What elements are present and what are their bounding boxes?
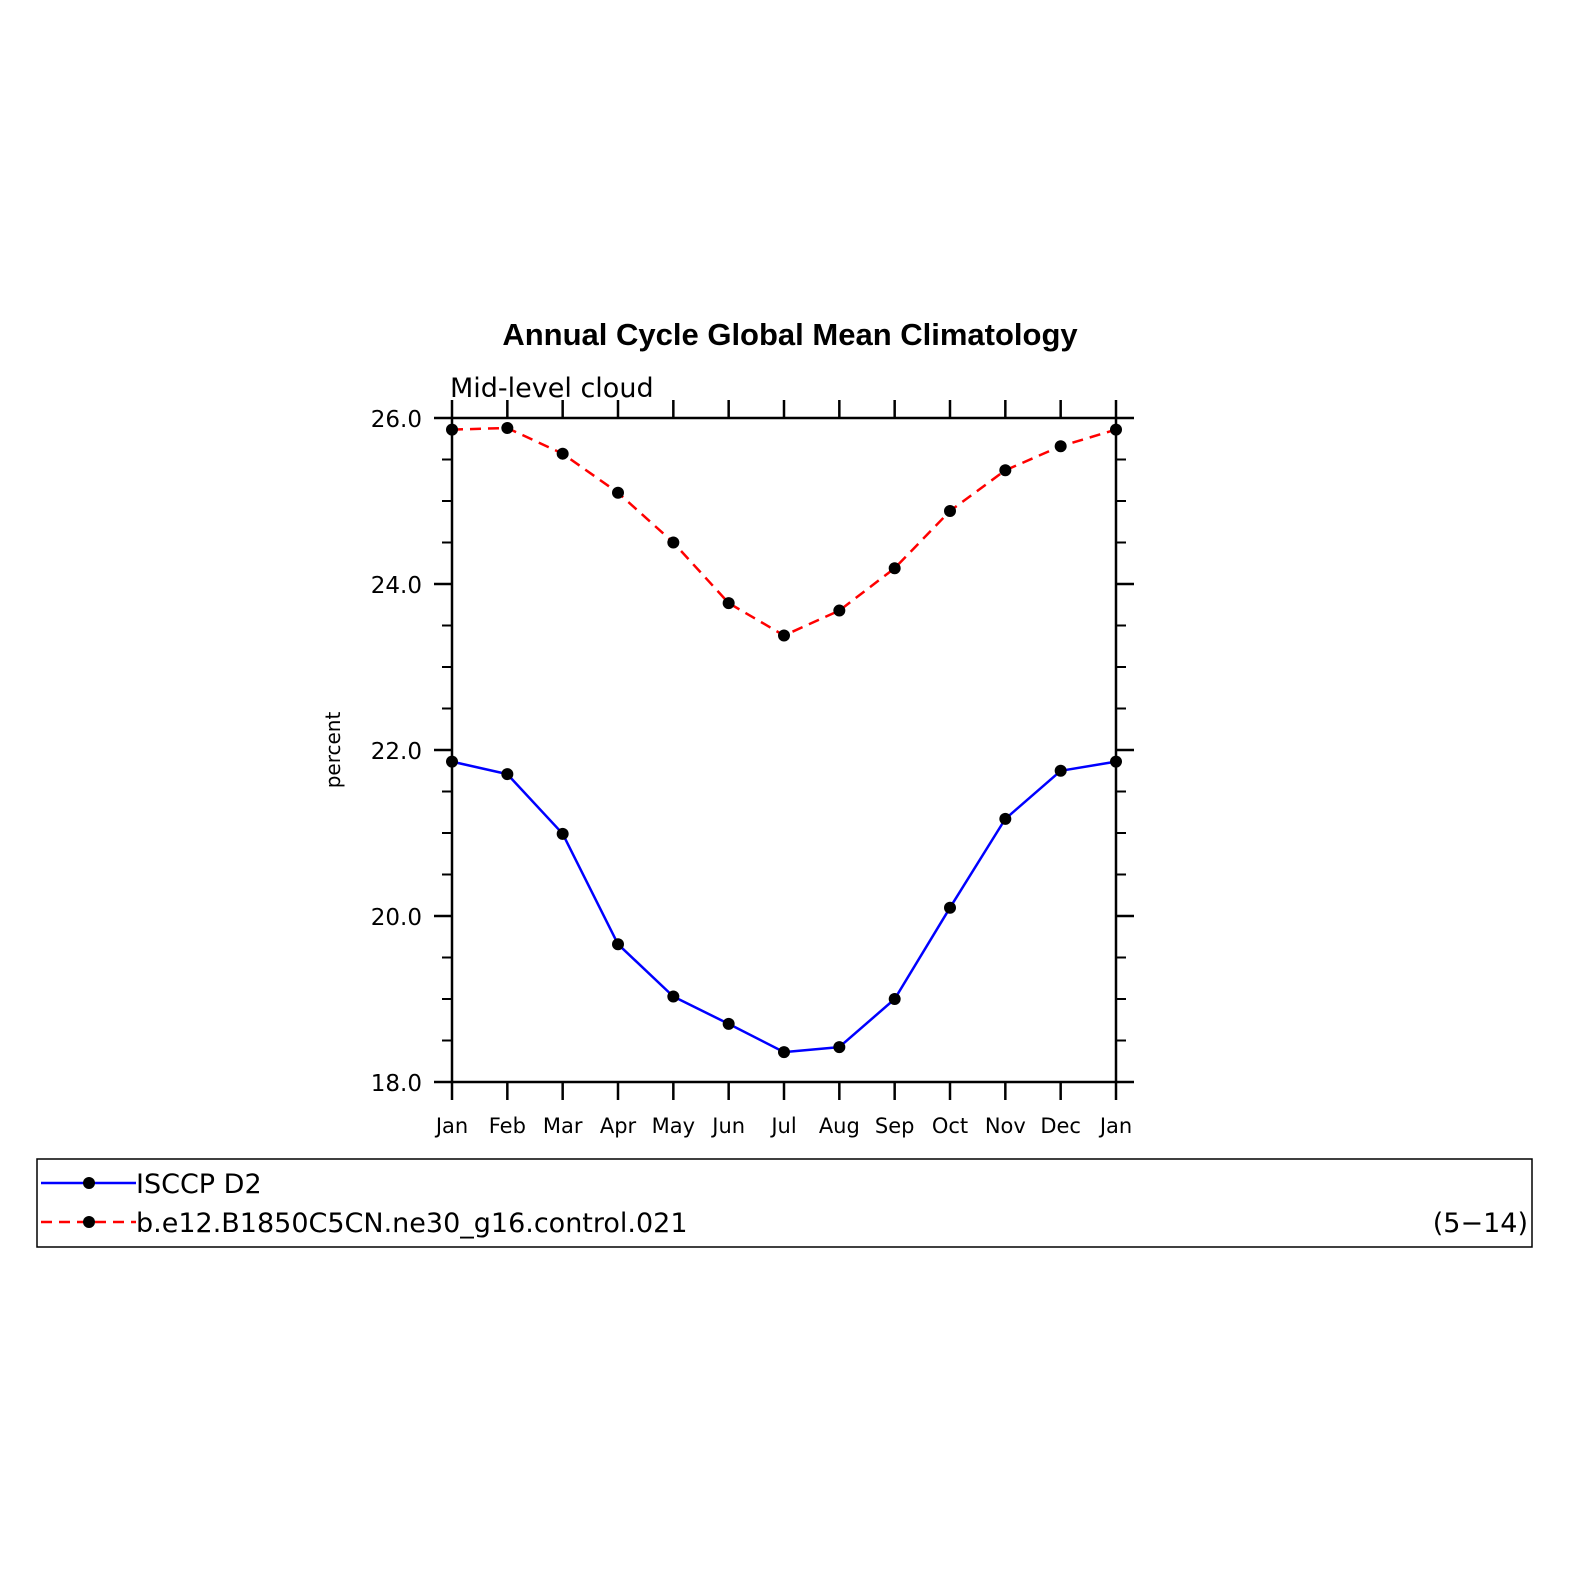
series-1-point: [833, 1041, 846, 1054]
legend-label-2: b.e12.B1850C5CN.ne30_g16.control.021: [136, 1208, 688, 1239]
series-1-point: [446, 755, 458, 768]
series-2-point: [1054, 440, 1067, 453]
x-tick-label: May: [652, 1114, 695, 1138]
series-2-point: [446, 423, 458, 436]
series-1-point: [612, 938, 624, 951]
series-1-point: [667, 990, 680, 1003]
series-1-point: [778, 1046, 790, 1059]
series-2-point: [612, 486, 624, 499]
legend-marker-1: [83, 1177, 95, 1189]
series-1-point: [501, 768, 514, 781]
y-axis-label: percent: [321, 712, 345, 789]
x-tick-label: Jun: [710, 1114, 745, 1138]
series-2-point: [722, 597, 735, 610]
x-tick-label: Oct: [932, 1114, 968, 1138]
x-tick-label: Jan: [434, 1114, 468, 1138]
y-tick-label: 26.0: [371, 407, 422, 433]
series-2-point: [833, 604, 846, 617]
series-2-point: [501, 421, 514, 434]
series-1-point: [556, 827, 569, 840]
series-line-2: [451, 426, 1117, 637]
series-2-point: [556, 447, 569, 460]
x-tick-label: Apr: [600, 1114, 637, 1138]
x-tick-label: Feb: [489, 1114, 526, 1138]
series-2-point: [667, 536, 680, 549]
series-2-point: [999, 464, 1012, 477]
series-1-point: [999, 812, 1012, 825]
series-2-point: [888, 562, 901, 575]
series-2-point: [944, 504, 956, 517]
series-1-point: [1110, 755, 1122, 768]
series-2-point: [1110, 423, 1122, 436]
x-tick-label: Jan: [1098, 1114, 1132, 1138]
series-1-point: [1054, 764, 1067, 777]
plot-area: 18.0 20.0 22.0 24.0 26.0 Jan Feb Mar Apr May Jun Ju…: [371, 400, 1134, 1138]
x-tick-label: Sep: [875, 1114, 915, 1138]
chart-subtitle: Mid-level cloud: [450, 373, 654, 404]
x-tick-label: Dec: [1040, 1114, 1081, 1138]
y-tick-label: 24.0: [371, 573, 422, 599]
legend-box: [36, 1158, 1533, 1248]
series-1-point: [722, 1017, 735, 1030]
x-tick-label: Jul: [769, 1114, 796, 1138]
series-1-point: [944, 901, 956, 914]
legend-note: (5−14): [1433, 1208, 1528, 1239]
y-tick-label: 18.0: [371, 1071, 422, 1097]
x-tick-label: Mar: [543, 1114, 583, 1138]
legend-label-1: ISCCP D2: [136, 1169, 262, 1200]
series-1-point: [888, 993, 901, 1005]
series-2-point: [778, 629, 790, 642]
legend-marker-2: [83, 1216, 95, 1228]
x-tick-label: Nov: [985, 1114, 1026, 1138]
chart-title: Annual Cycle Global Mean Climatology: [502, 317, 1078, 352]
legend: ISCCP D2 b.e12.B1850C5CN.ne30_g16.control…: [36, 1158, 1533, 1248]
x-tick-label: Aug: [819, 1114, 860, 1138]
series-line-1: [451, 760, 1117, 1054]
y-tick-label: 20.0: [371, 905, 422, 931]
plot-frame: [450, 416, 1118, 1084]
y-tick-label: 22.0: [371, 739, 422, 765]
